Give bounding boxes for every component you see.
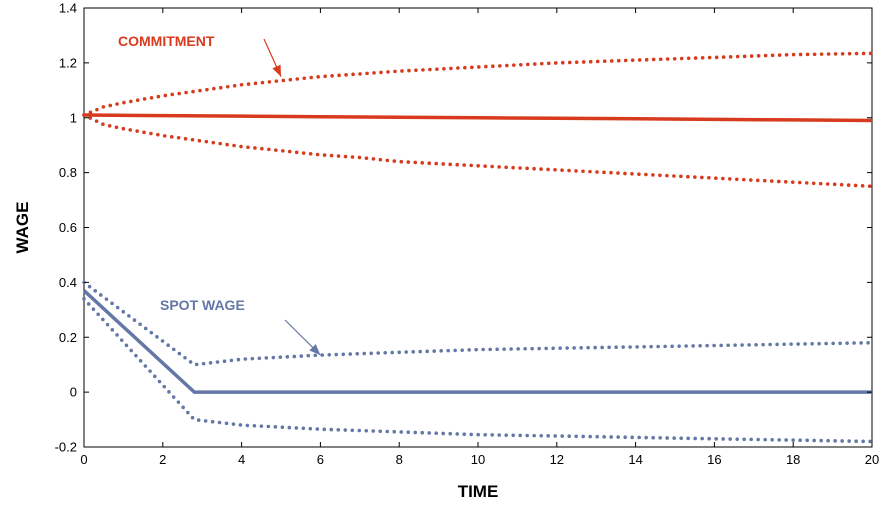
x-tick-label: 2 [159, 452, 166, 467]
x-tick-label: 0 [80, 452, 87, 467]
y-tick-label: 1 [70, 110, 77, 125]
x-axis-title: TIME [458, 482, 499, 501]
y-tick-label: -0.2 [55, 440, 77, 455]
y-axis-title: WAGE [13, 202, 32, 254]
commitment-dotted-line-1 [82, 51, 874, 117]
x-tick-label: 12 [550, 452, 564, 467]
x-tick-label: 10 [471, 452, 485, 467]
x-tick-label: 20 [865, 452, 879, 467]
x-tick-label: 6 [317, 452, 324, 467]
plot-frame [83, 7, 873, 448]
x-tick-label: 4 [238, 452, 245, 467]
y-tick-label: 0.4 [59, 275, 77, 290]
annotation-layer: COMMITMENT SPOT WAGE [118, 33, 321, 356]
plot-area [83, 7, 873, 448]
y-tick-label: 0.8 [59, 165, 77, 180]
annotation-arrow-head [309, 344, 321, 356]
spot-solid-line-3 [82, 289, 872, 394]
tick-layer: 0 2 4 6 8 10 12 14 16 18 20-0.200.20.40.60.811.21.… [55, 1, 880, 468]
spot-dotted-line-5 [82, 296, 874, 444]
spot-dotted-line-4 [82, 280, 874, 367]
commitment-solid-line-0 [83, 113, 873, 123]
annotation-spot-wage-label: SPOT WAGE [160, 297, 245, 313]
y-tick-label: 0.6 [59, 220, 77, 235]
x-tick-label: 18 [786, 452, 800, 467]
x-tick-label: 16 [707, 452, 721, 467]
x-tick-label: 8 [396, 452, 403, 467]
x-tick-label: 14 [628, 452, 642, 467]
y-tick-label: 0.2 [59, 330, 77, 345]
annotation-arrow-head [272, 64, 281, 77]
annotation-commitment-label: COMMITMENT [118, 33, 215, 49]
y-tick-label: 1.2 [59, 55, 77, 70]
commitment-dotted-line-2 [82, 113, 874, 189]
series-layer [82, 51, 874, 444]
y-tick-label: 0 [70, 385, 77, 400]
y-tick-label: 1.4 [59, 1, 77, 16]
